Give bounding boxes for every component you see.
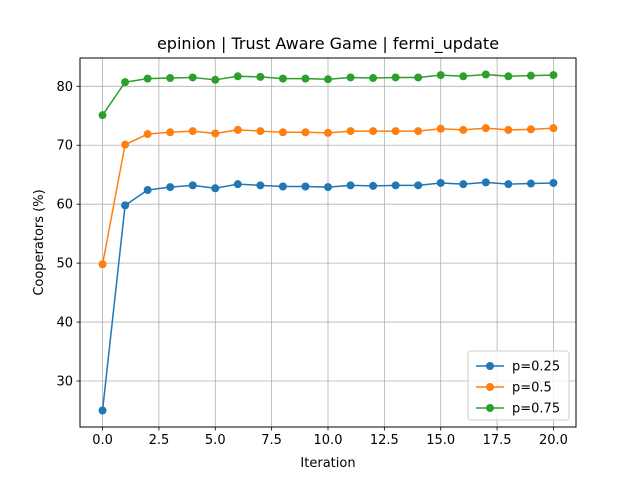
data-point <box>211 184 220 193</box>
data-point <box>481 124 490 133</box>
data-point <box>526 71 535 80</box>
legend-label: p=0.75 <box>512 402 560 417</box>
data-point <box>459 125 468 134</box>
x-tick-label: 15.0 <box>426 433 455 448</box>
x-tick-label: 5.0 <box>205 433 226 448</box>
data-point <box>121 140 130 149</box>
data-point <box>504 72 513 81</box>
data-point <box>526 125 535 134</box>
data-point <box>414 73 423 82</box>
data-point <box>549 124 558 133</box>
y-tick-label: 70 <box>56 139 73 154</box>
data-point <box>414 127 423 136</box>
data-point <box>549 178 558 187</box>
data-point <box>98 406 107 415</box>
data-point <box>346 181 355 190</box>
data-point <box>301 128 310 137</box>
data-point <box>436 178 445 187</box>
data-point <box>188 73 197 82</box>
data-point <box>324 75 332 84</box>
data-point <box>278 182 287 191</box>
data-point <box>369 74 378 83</box>
data-point <box>278 74 287 83</box>
data-point <box>481 70 490 79</box>
data-point <box>391 127 400 136</box>
y-tick-label: 60 <box>56 198 73 213</box>
data-point <box>166 74 175 83</box>
data-point <box>256 127 265 136</box>
data-point <box>188 127 197 136</box>
data-point <box>526 179 535 188</box>
chart-title: epinion | Trust Aware Game | fermi_updat… <box>157 34 499 54</box>
x-tick-label: 7.5 <box>261 433 282 448</box>
x-tick-label: 0.0 <box>92 433 113 448</box>
y-tick-label: 50 <box>56 257 73 272</box>
data-point <box>166 183 175 192</box>
y-axis-label: Cooperators (%) <box>32 189 47 295</box>
data-point <box>278 128 287 137</box>
data-point <box>436 71 445 80</box>
data-point <box>301 74 310 83</box>
data-point <box>256 181 265 190</box>
x-axis-label: Iteration <box>300 456 355 471</box>
series-layer <box>98 70 558 415</box>
data-point <box>346 127 355 136</box>
data-point <box>143 130 152 139</box>
data-point <box>233 125 242 134</box>
data-point <box>301 182 310 191</box>
legend-label: p=0.5 <box>512 381 552 396</box>
data-point <box>414 181 423 190</box>
data-point <box>143 186 152 195</box>
data-point <box>98 111 107 120</box>
data-point <box>166 128 175 137</box>
data-point <box>346 73 355 82</box>
data-point <box>256 72 265 81</box>
legend-label: p=0.25 <box>512 360 560 375</box>
data-point <box>436 124 445 133</box>
legend-marker <box>486 383 494 391</box>
x-tick-label: 12.5 <box>370 433 399 448</box>
data-point <box>391 73 400 82</box>
data-point <box>233 180 242 189</box>
data-point <box>504 125 513 134</box>
y-tick-label: 80 <box>56 80 73 95</box>
data-point <box>98 260 107 269</box>
data-point <box>121 78 130 87</box>
data-point <box>211 129 220 138</box>
data-point <box>233 72 242 81</box>
ticks: 0.0 2.5 5.0 7.5 10.0 12.5 15.0 17.5 20.0 30 40 50 60… <box>56 80 567 448</box>
y-tick-label: 40 <box>56 316 73 331</box>
x-tick-label: 20.0 <box>539 433 568 448</box>
data-point <box>391 181 400 190</box>
x-tick-label: 17.5 <box>483 433 512 448</box>
data-point <box>481 178 490 187</box>
x-tick-label: 10.0 <box>314 433 343 448</box>
legend-marker <box>486 362 494 370</box>
data-point <box>369 181 378 190</box>
x-tick-label: 2.5 <box>149 433 170 448</box>
data-point <box>143 74 152 83</box>
data-point <box>369 127 378 136</box>
data-point <box>188 181 197 190</box>
legend: p=0.25 p=0.5 p=0.75 <box>467 350 570 421</box>
y-tick-label: 30 <box>56 375 73 390</box>
data-point <box>324 183 332 192</box>
data-point <box>459 72 468 81</box>
data-point <box>459 180 468 189</box>
data-point <box>504 180 513 189</box>
data-point <box>211 75 220 84</box>
legend-marker <box>486 404 494 412</box>
data-point <box>121 201 130 210</box>
data-point <box>549 71 558 80</box>
data-point <box>324 128 332 137</box>
